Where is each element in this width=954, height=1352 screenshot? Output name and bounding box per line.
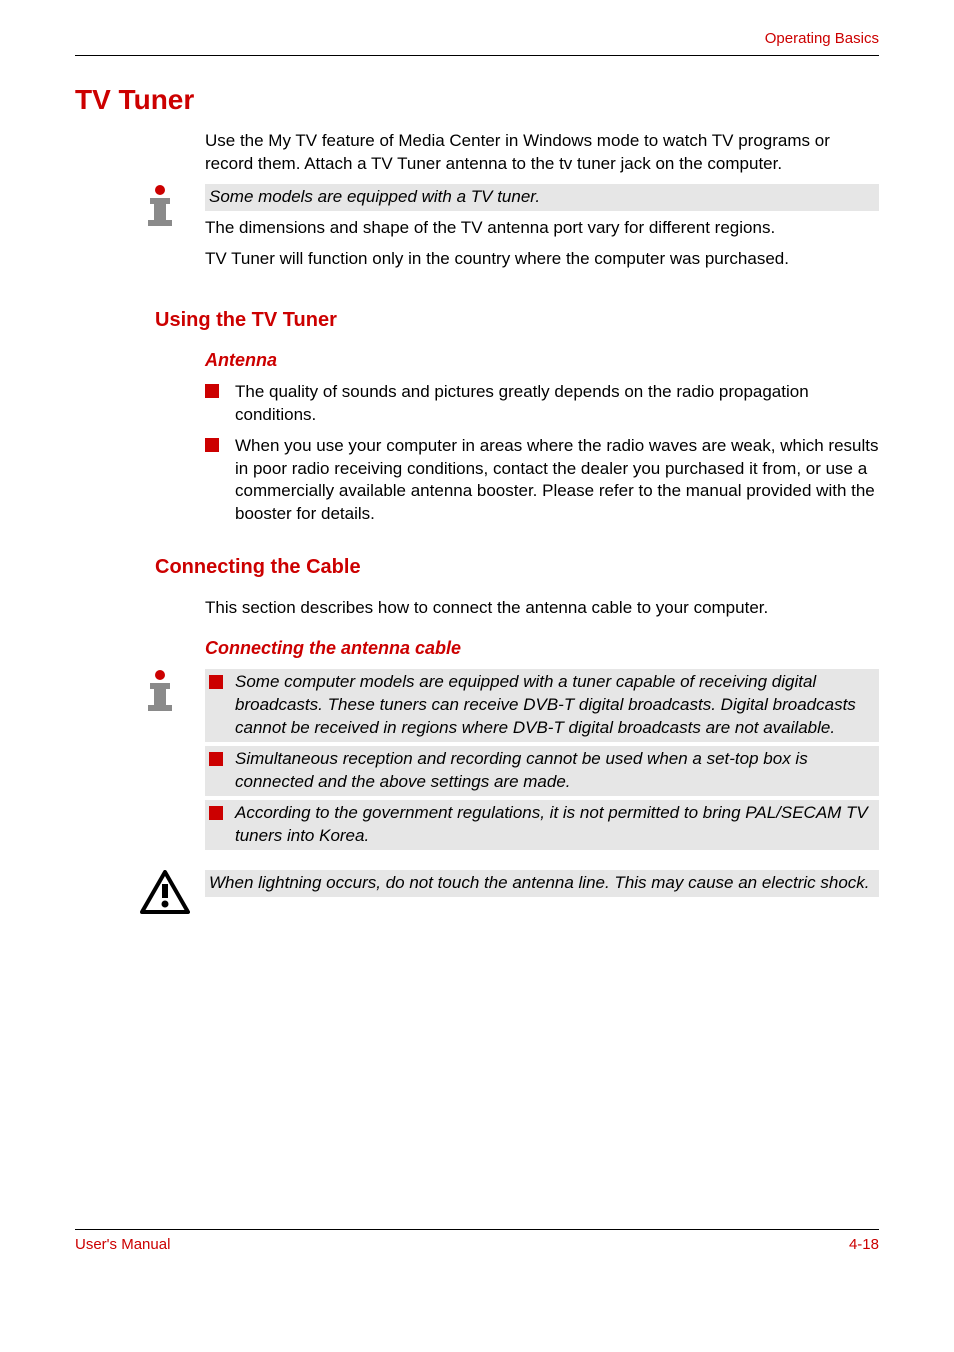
footer-left: User's Manual (75, 1236, 170, 1253)
warning-note: When lightning occurs, do not touch the … (140, 870, 879, 919)
section-title: TV Tuner (75, 84, 879, 116)
subsubsection-antenna: Antenna (205, 350, 879, 371)
list-item: When you use your computer in areas wher… (205, 435, 879, 527)
list-item: The quality of sounds and pictures great… (205, 381, 879, 427)
connecting-note-list: Some computer models are equipped with a… (205, 669, 879, 850)
after-note-text-a: The dimensions and shape of the TV anten… (205, 217, 879, 240)
subsection-connecting-cable: Connecting the Cable (155, 556, 879, 579)
page-footer: User's Manual 4-18 (75, 1229, 879, 1253)
connecting-cable-intro: This section describes how to connect th… (205, 597, 879, 620)
list-item: According to the government regulations,… (205, 800, 879, 850)
info-note-1: Some models are equipped with a TV tuner… (140, 184, 879, 279)
subsection-using-tv-tuner: Using the TV Tuner (155, 309, 879, 332)
warning-text: When lightning occurs, do not touch the … (205, 870, 879, 897)
antenna-bullet-list: The quality of sounds and pictures great… (205, 381, 879, 527)
note-text-1: Some models are equipped with a TV tuner… (205, 184, 879, 211)
warning-icon (140, 870, 190, 919)
info-icon (140, 669, 190, 718)
subsubsection-antenna-cable: Connecting the antenna cable (205, 638, 879, 659)
info-icon (140, 184, 190, 233)
header-section-label: Operating Basics (75, 30, 879, 47)
list-item: Some computer models are equipped with a… (205, 669, 879, 742)
after-note-text-b: TV Tuner will function only in the count… (205, 248, 879, 271)
list-item: Simultaneous reception and recording can… (205, 746, 879, 796)
intro-paragraph: Use the My TV feature of Media Center in… (205, 130, 879, 176)
header-divider (75, 55, 879, 56)
footer-right: 4-18 (849, 1236, 879, 1253)
info-note-2: Some computer models are equipped with a… (140, 669, 879, 854)
